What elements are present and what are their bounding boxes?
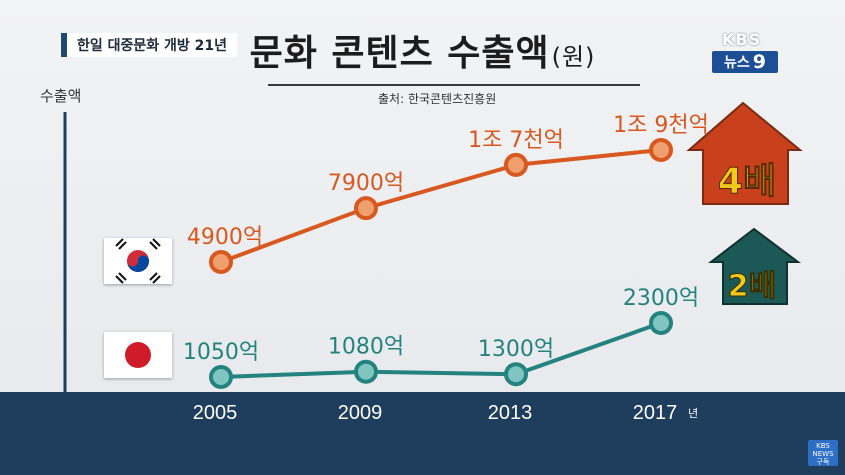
title-underline [268, 84, 640, 86]
japan-data-label: 1080억 [328, 335, 404, 360]
korea-growth-arrow [686, 101, 803, 205]
topic-label: 한일 대중문화 개방 21년 [61, 33, 238, 57]
japan-growth-label: 2배 [728, 269, 776, 304]
broadcaster-logo: KBS [722, 30, 762, 49]
japan-data-point [649, 311, 673, 335]
korea-data-point [504, 152, 528, 177]
japan-flag-icon [104, 332, 172, 378]
japan-data-point [354, 359, 378, 384]
korea-data-label: 1조 9천억 [613, 113, 709, 138]
x-tick-label: 2009 [338, 402, 383, 424]
x-axis-band [0, 392, 845, 475]
korea-data-point [209, 250, 233, 274]
japan-data-point [209, 365, 233, 389]
korea-series-line [220, 148, 662, 264]
japan-data-label: 1300억 [478, 337, 554, 362]
korea-data-label: 1조 7천억 [468, 128, 564, 153]
korea-growth-label: 4배 [718, 161, 776, 202]
chart-title: 문화 콘텐츠 수출액(원) [0, 24, 845, 76]
program-name: 뉴스 [724, 55, 750, 71]
korea-data-point [354, 196, 378, 221]
subscribe-badge-brand: KBS [816, 442, 830, 450]
subscribe-badge[interactable]: KBS NEWS 구독 [808, 440, 838, 466]
source-note: 출처: 한국콘텐츠진흥원 [378, 92, 497, 106]
x-axis-unit: 년 [688, 407, 698, 420]
subscribe-badge-news: NEWS [812, 450, 834, 458]
japan-series-line [220, 321, 662, 379]
chart-title-text: 문화 콘텐츠 수출액 [249, 33, 550, 74]
chart-title-unit: (원) [551, 43, 596, 71]
korea-data-label: 4900억 [187, 225, 263, 250]
subscribe-badge-label: 구독 [816, 458, 830, 466]
program-number: 9 [752, 51, 766, 73]
y-axis-label: 수출액 [40, 87, 82, 105]
korea-data-point [649, 138, 673, 162]
japan-growth-arrow [708, 227, 801, 305]
japan-data-label: 2300억 [623, 286, 699, 311]
program-logo: 뉴스 9 [712, 51, 778, 73]
japan-data-point [504, 362, 528, 387]
x-tick-label: 2017 [633, 402, 678, 424]
korea-data-label: 7900억 [328, 171, 404, 196]
south-korea-flag-icon [104, 238, 172, 284]
japan-data-label: 1050억 [183, 340, 259, 365]
x-tick-label: 2013 [488, 402, 533, 424]
x-tick-label: 2005 [193, 402, 238, 424]
